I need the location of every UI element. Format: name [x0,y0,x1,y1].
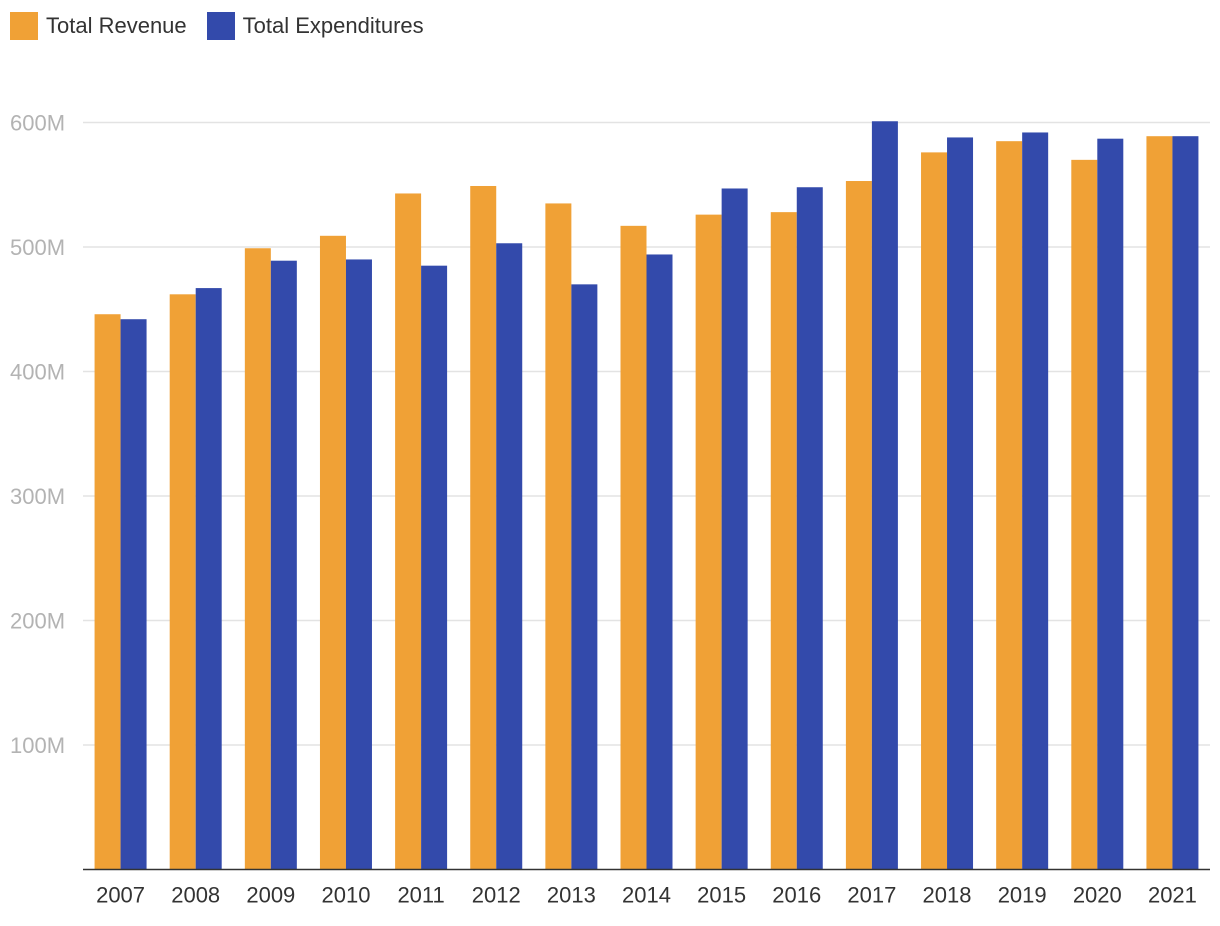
bar-revenue-2014[interactable] [620,225,647,870]
bar-expenditures-2020[interactable] [1097,138,1124,870]
x-tick-label: 2017 [847,883,896,908]
legend-item-revenue[interactable]: Total Revenue [10,12,187,40]
x-tick-label: 2013 [547,883,596,908]
x-tick-label: 2007 [96,883,145,908]
legend-swatch-expenditures [206,12,235,40]
legend: Total Revenue Total Expenditures [10,12,444,40]
bar-expenditures-2021[interactable] [1172,136,1199,870]
y-tick-label: 400M [10,360,65,385]
legend-swatch-revenue [10,12,38,40]
x-tick-label: 2021 [1148,883,1197,908]
bar-expenditures-2011[interactable] [421,265,448,870]
bar-expenditures-2010[interactable] [345,259,372,870]
bar-revenue-2021[interactable] [1146,136,1173,870]
bar-revenue-2011[interactable] [395,193,422,870]
axis-layer: 100M 200M 300M 400M 500M 600M 2007 2008 2009 2010… [10,111,1210,908]
bar-revenue-2018[interactable] [921,152,948,870]
bar-revenue-2015[interactable] [695,214,722,870]
bar-revenue-2013[interactable] [545,203,572,870]
x-tick-label: 2015 [697,883,746,908]
bar-expenditures-2017[interactable] [871,121,898,870]
bar-expenditures-2014[interactable] [646,254,673,870]
bar-expenditures-2019[interactable] [1022,132,1049,870]
bar-expenditures-2018[interactable] [947,137,974,870]
y-tick-label: 100M [10,733,65,758]
bar-expenditures-2009[interactable] [270,260,297,870]
bar-revenue-2007[interactable] [94,314,121,870]
x-tick-label: 2018 [923,883,972,908]
bar-revenue-2016[interactable] [770,212,797,870]
bar-revenue-2009[interactable] [244,248,271,870]
x-tick-label: 2012 [472,883,521,908]
bar-expenditures-2016[interactable] [796,187,823,870]
x-tick-label: 2011 [397,883,444,908]
legend-label-revenue: Total Revenue [46,13,187,38]
bar-expenditures-2015[interactable] [721,188,748,870]
x-tick-label: 2008 [171,883,220,908]
legend-item-expenditures[interactable]: Total Expenditures [206,12,424,40]
x-tick-label: 2010 [321,883,370,908]
bar-revenue-2019[interactable] [996,141,1023,870]
y-tick-label: 300M [10,484,65,509]
legend-label-expenditures: Total Expenditures [242,13,424,38]
bar-expenditures-2007[interactable] [120,319,147,870]
x-tick-label: 2016 [772,883,821,908]
x-tick-label: 2009 [246,883,295,908]
bar-revenue-2017[interactable] [845,181,872,870]
bar-layer [94,121,1199,870]
bar-expenditures-2013[interactable] [571,284,598,870]
y-tick-label: 500M [10,235,65,260]
bar-expenditures-2008[interactable] [195,288,222,870]
y-tick-label: 600M [10,111,65,136]
bar-revenue-2008[interactable] [169,294,196,870]
x-tick-label: 2014 [622,883,671,908]
bar-revenue-2012[interactable] [470,185,497,870]
y-tick-label: 200M [10,609,65,634]
bar-expenditures-2012[interactable] [496,243,523,870]
bar-revenue-2010[interactable] [319,235,346,870]
bar-revenue-2020[interactable] [1071,159,1098,870]
x-tick-label: 2019 [998,883,1047,908]
x-tick-label: 2020 [1073,883,1122,908]
